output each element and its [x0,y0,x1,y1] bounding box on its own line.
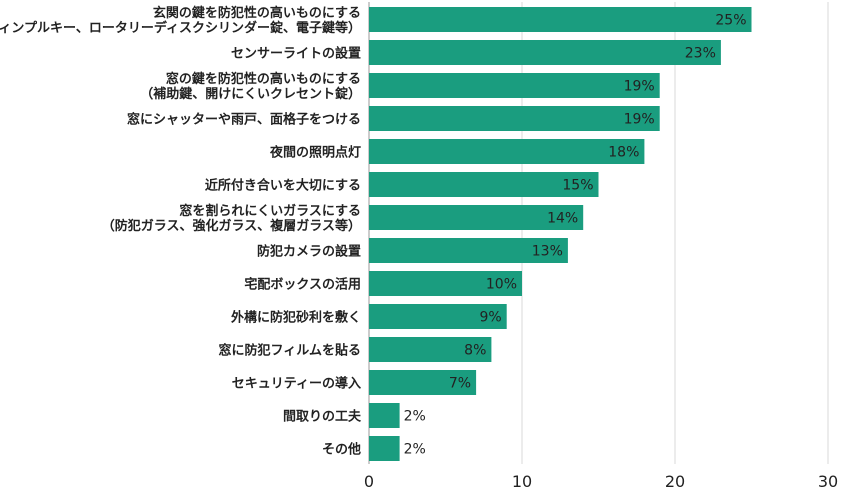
category-label-2: 窓の鍵を防犯性の高いものにする（補助鍵、開けにくいクレセント錠） [140,71,361,102]
bar-9 [369,304,507,329]
category-label-4: 夜間の照明点灯 [269,145,361,161]
x-tick-label-0: 0 [364,472,374,491]
category-label-0: 玄関の鍵を防犯性の高いものにする（ディンプルキー、ロータリーディスクシリンダー錠… [0,5,361,36]
category-label-6: 窓を割られにくいガラスにする（防犯ガラス、強化ガラス、複層ガラス等） [102,203,361,234]
value-label-6: 14% [547,211,578,227]
value-label-10: 8% [464,343,486,359]
bar-13 [369,436,400,461]
value-label-1: 23% [685,46,716,62]
value-label-8: 10% [486,277,517,293]
bars [369,7,752,461]
bar-11 [369,370,477,395]
value-label-11: 7% [449,376,471,392]
value-label-2: 19% [624,79,655,95]
bar-7 [369,238,568,263]
category-label-12: 間取りの工夫 [283,409,362,425]
category-label-13: その他 [322,442,361,458]
category-label-10: 窓に防犯フィルムを貼る [219,343,361,359]
value-label-3: 19% [624,112,655,128]
value-label-13: 2% [404,442,426,458]
bar-1 [369,40,721,65]
bar-6 [369,205,584,230]
value-label-4: 18% [608,145,639,161]
value-label-7: 13% [532,244,563,260]
category-label-7: 防犯カメラの設置 [257,244,361,260]
category-label-8: 宅配ボックスの活用 [244,277,361,293]
x-tick-label-30: 30 [818,472,838,491]
bar-3 [369,106,660,131]
category-label-11: セキュリティーの導入 [232,376,361,392]
category-label-9: 外構に防犯砂利を敷く [230,310,361,326]
value-label-0: 25% [715,13,746,29]
category-label-1: センサーライトの設置 [231,46,361,62]
bar-5 [369,172,599,197]
value-label-9: 9% [479,310,501,326]
value-labels: 25% 23% 19% 19% 18% 15% 14% 13% 10% 9% 8% 7% 2% 2% [404,13,747,458]
category-labels: 玄関の鍵を防犯性の高いものにする（ディンプルキー、ロータリーディスクシリンダー錠… [0,5,362,458]
category-label-5: 近所付き合いを大切にする [205,178,361,194]
value-label-12: 2% [404,409,426,425]
bar-8 [369,271,522,296]
bar-0 [369,7,752,32]
x-tick-label-20: 20 [665,472,685,491]
bar-10 [369,337,492,362]
x-tick-label-10: 10 [512,472,532,491]
x-axis-ticks: 0 10 20 30 [364,472,838,491]
bar-2 [369,73,660,98]
bar-4 [369,139,645,164]
category-label-3: 窓にシャッターや雨戸、面格子をつける [127,112,361,128]
bar-12 [369,403,400,428]
value-label-5: 15% [562,178,593,194]
